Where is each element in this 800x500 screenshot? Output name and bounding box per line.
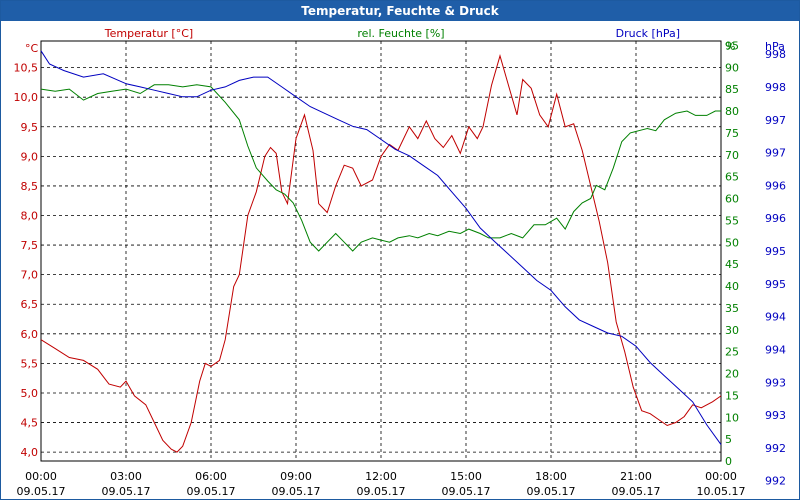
humidity-tick-label: 55 [725,214,739,227]
humidity-axis-unit: % [725,40,735,53]
x-tick-date: 09.05.17 [17,485,66,498]
temperature-tick-label: 9,0 [21,150,39,163]
humidity-tick-label: 65 [725,171,739,184]
temperature-tick-label: 6,0 [21,328,39,341]
temperature-tick-label: 6,5 [21,298,39,311]
humidity-tick-label: 5 [725,433,732,446]
humidity-tick-label: 10 [725,411,739,424]
temperature-axis-unit: °C [25,42,39,55]
temperature-tick-label: 4,0 [21,446,39,459]
humidity-tick-label: 25 [725,346,739,359]
temperature-tick-label: 10,0 [14,91,39,104]
pressure-tick-label: 997 [765,147,786,160]
humidity-tick-label: 95 [725,39,739,52]
pressure-tick-label: 998 [765,48,786,61]
pressure-line [40,50,722,445]
pressure-tick-label: 992 [765,475,786,488]
temperature-tick-label: 10,5 [14,62,39,75]
humidity-tick-label: 75 [725,127,739,140]
pressure-tick-label: 994 [765,343,786,356]
x-tick-time: 18:00 [535,470,567,483]
legend-pressure: Druck [hPa] [616,27,680,40]
x-tick-time: 03:00 [110,470,142,483]
x-tick-date: 09.05.17 [527,485,576,498]
humidity-tick-label: 30 [725,324,739,337]
pressure-tick-label: 993 [765,376,786,389]
x-tick-date: 10.05.17 [697,485,746,498]
temperature-line [40,53,722,453]
x-tick-time: 15:00 [450,470,482,483]
x-tick-time: 12:00 [365,470,397,483]
humidity-tick-label: 80 [725,105,739,118]
temperature-tick-label: 8,0 [21,210,39,223]
temperature-tick-label: 5,0 [21,387,39,400]
x-tick-date: 09.05.17 [187,485,236,498]
pressure-tick-label: 992 [765,442,786,455]
pressure-tick-label: 995 [765,278,786,291]
temperature-tick-label: 7,5 [21,239,39,252]
x-tick-time: 00:00 [705,470,737,483]
temperature-tick-label: 8,5 [21,180,39,193]
humidity-tick-label: 40 [725,280,739,293]
x-tick-date: 09.05.17 [442,485,491,498]
pressure-tick-label: 997 [765,114,786,127]
humidity-tick-label: 20 [725,368,739,381]
x-tick-date: 09.05.17 [357,485,406,498]
humidity-tick-label: 0 [725,455,732,468]
x-tick-date: 09.05.17 [102,485,151,498]
x-tick-time: 06:00 [195,470,227,483]
legend-temperature: Temperatur [°C] [104,27,193,40]
humidity-tick-label: 15 [725,389,739,402]
humidity-tick-label: 90 [725,61,739,74]
humidity-tick-label: 35 [725,302,739,315]
pressure-tick-label: 998 [765,81,786,94]
x-tick-time: 00:00 [25,470,57,483]
pressure-tick-label: 996 [765,212,786,225]
humidity-tick-label: 85 [725,83,739,96]
x-tick-time: 21:00 [620,470,652,483]
legend-humidity: rel. Feuchte [%] [357,27,444,40]
humidity-tick-label: 45 [725,258,739,271]
temperature-tick-label: 4,5 [21,417,39,430]
chart-title: Temperatur, Feuchte & Druck [1,1,799,21]
temperature-tick-label: 7,0 [21,269,39,282]
pressure-tick-label: 994 [765,311,786,324]
pressure-tick-label: 993 [765,409,786,422]
x-tick-time: 09:00 [280,470,312,483]
humidity-tick-label: 70 [725,149,739,162]
temperature-tick-label: 5,5 [21,357,39,370]
x-tick-date: 09.05.17 [272,485,321,498]
pressure-tick-label: 995 [765,245,786,258]
humidity-tick-label: 60 [725,193,739,206]
pressure-tick-label: 996 [765,179,786,192]
humidity-tick-label: 50 [725,236,739,249]
pressure-axis-unit: hPa [765,40,785,53]
x-tick-date: 09.05.17 [612,485,661,498]
temperature-tick-label: 9,5 [21,121,39,134]
humidity-line [40,84,721,252]
